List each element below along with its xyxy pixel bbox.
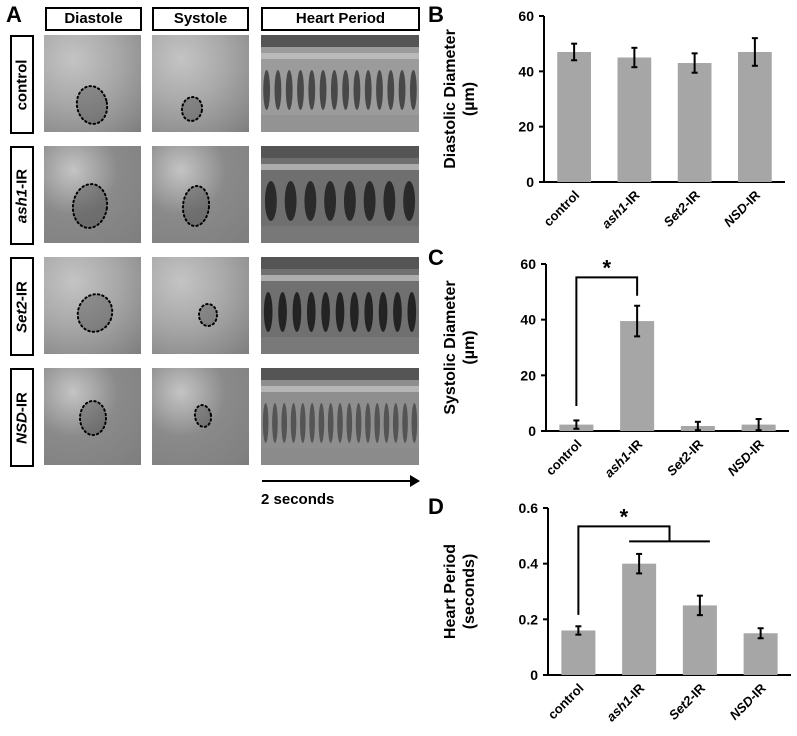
svg-text:ash1-IR: ash1-IR bbox=[599, 187, 643, 231]
svg-text:Diastolic Diameter: Diastolic Diameter bbox=[442, 29, 459, 169]
svg-text:0.2: 0.2 bbox=[519, 611, 539, 627]
svg-text:Set2-IR: Set2-IR bbox=[664, 436, 707, 479]
svg-text:0: 0 bbox=[526, 174, 534, 190]
panel-b-letter: B bbox=[428, 2, 444, 27]
systole-image-row-3 bbox=[152, 257, 249, 354]
diastole-image-row-2 bbox=[44, 146, 141, 243]
svg-text:60: 60 bbox=[518, 8, 534, 24]
svg-text:(µm): (µm) bbox=[461, 82, 478, 116]
svg-text:0.6: 0.6 bbox=[519, 500, 539, 516]
time-scale-arrow bbox=[262, 480, 412, 482]
diastole-image-row-3 bbox=[44, 257, 141, 354]
svg-text:60: 60 bbox=[520, 256, 536, 272]
arrow-head-icon bbox=[410, 475, 420, 487]
systole-image-row-4 bbox=[152, 368, 249, 465]
svg-text:Set2-IR: Set2-IR bbox=[660, 187, 703, 230]
svg-text:0: 0 bbox=[530, 667, 538, 683]
panel-d-letter: D bbox=[428, 494, 444, 519]
kymograph-row-2 bbox=[261, 146, 419, 243]
svg-text:40: 40 bbox=[520, 312, 536, 328]
svg-text:NSD-IR: NSD-IR bbox=[721, 187, 764, 230]
row-label-1: control bbox=[10, 35, 34, 134]
svg-text:control: control bbox=[540, 188, 582, 230]
svg-text:Heart Period: Heart Period bbox=[442, 544, 459, 639]
kymograph-row-1 bbox=[261, 35, 419, 132]
svg-text:(µm): (µm) bbox=[461, 330, 478, 364]
row-label-4: NSD-IR bbox=[10, 368, 34, 467]
systole-image-row-1 bbox=[152, 35, 249, 132]
svg-text:20: 20 bbox=[520, 367, 536, 383]
panel-a-letter: A bbox=[6, 2, 22, 27]
svg-text:*: * bbox=[602, 255, 611, 280]
kymograph-row-3 bbox=[261, 257, 419, 354]
svg-text:NSD-IR: NSD-IR bbox=[726, 680, 769, 723]
svg-text:ash1-IR: ash1-IR bbox=[601, 436, 645, 480]
svg-text:0: 0 bbox=[528, 423, 536, 439]
svg-text:Set2-IR: Set2-IR bbox=[666, 680, 709, 723]
chart-b-diastolic-diameter: 0 20 40 60 Diastolic Diameter (µm) control ash1… bbox=[442, 8, 785, 231]
diastole-image-row-4 bbox=[44, 368, 141, 465]
panel-c-letter: C bbox=[428, 245, 444, 270]
svg-text:(seconds): (seconds) bbox=[461, 554, 478, 630]
time-scale-label: 2 seconds bbox=[261, 491, 335, 508]
diastole-image-row-1 bbox=[44, 35, 141, 132]
row-label-3: Set2-IR bbox=[10, 257, 34, 356]
svg-text:0.4: 0.4 bbox=[519, 556, 539, 572]
svg-text:ash1-IR: ash1-IR bbox=[603, 680, 647, 724]
chart-c-systolic-diameter: 0 20 40 60 Systolic Diameter (µm) control ash1-… bbox=[442, 255, 789, 480]
systole-image-row-2 bbox=[152, 146, 249, 243]
kymograph-row-4 bbox=[261, 368, 419, 465]
svg-text:40: 40 bbox=[518, 63, 534, 79]
svg-text:NSD-IR: NSD-IR bbox=[724, 436, 767, 479]
chart-d-heart-period: 0 0.2 0.4 0.6 Heart Period (seconds) control as… bbox=[442, 500, 791, 724]
svg-text:control: control bbox=[545, 681, 587, 723]
svg-text:control: control bbox=[543, 437, 585, 479]
row-label-2: ash1-IR bbox=[10, 146, 34, 245]
column-header-diastole: Diastole bbox=[45, 7, 142, 31]
column-header-heart-period: Heart Period bbox=[261, 7, 420, 31]
column-header-systole: Systole bbox=[152, 7, 249, 31]
svg-text:20: 20 bbox=[518, 119, 534, 135]
svg-text:*: * bbox=[620, 504, 629, 529]
svg-text:Systolic Diameter: Systolic Diameter bbox=[442, 280, 459, 414]
